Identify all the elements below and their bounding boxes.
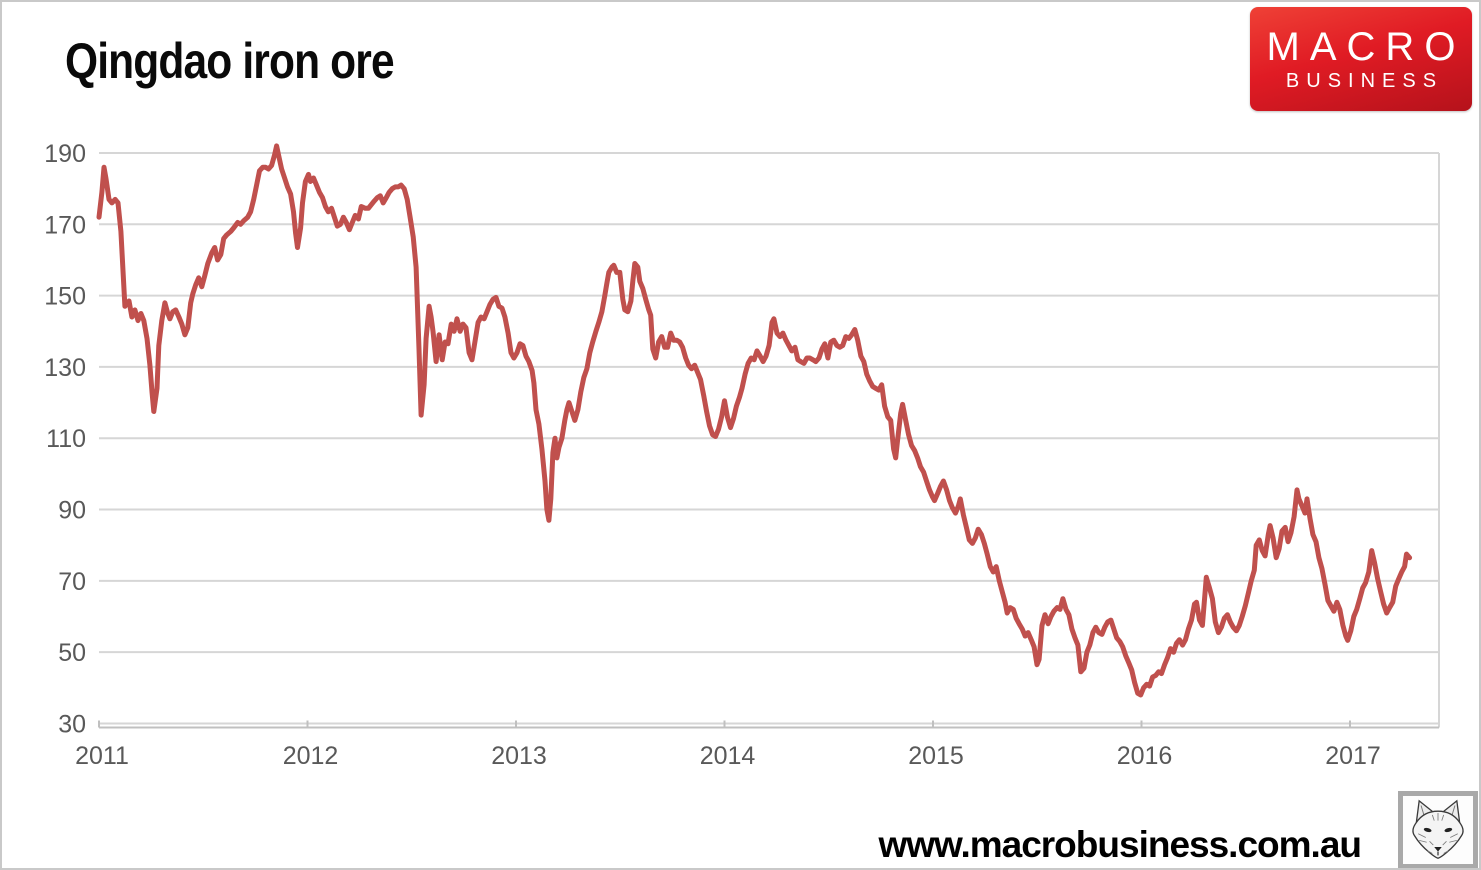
fox-sketch-icon: [1405, 798, 1471, 862]
y-tick-label-170: 170: [44, 211, 86, 239]
y-tick-label-130: 130: [44, 354, 86, 382]
x-tick-label-2012: 2012: [283, 742, 339, 770]
x-tick-label-2014: 2014: [700, 742, 756, 770]
x-tick-label-2013: 2013: [491, 742, 547, 770]
y-tick-label-90: 90: [58, 497, 86, 525]
fox-logo: [1398, 791, 1478, 868]
x-tick-label-2015: 2015: [908, 742, 964, 770]
x-tick-label-2016: 2016: [1117, 742, 1173, 770]
logo-text-business: BUSINESS: [1285, 70, 1444, 92]
y-tick-label-110: 110: [46, 425, 86, 453]
website-watermark: www.macrobusiness.com.au: [878, 824, 1362, 865]
x-tick-label-2011: 2011: [75, 742, 129, 770]
x-tick-label-2017: 2017: [1325, 742, 1381, 770]
page-title: Qingdao iron ore: [65, 33, 395, 89]
y-tick-label-190: 190: [44, 140, 86, 168]
y-tick-label-50: 50: [58, 639, 86, 667]
y-tick-label-30: 30: [58, 710, 86, 738]
macrobusiness-logo: MACRO BUSINESS: [1250, 7, 1472, 111]
price-series-line: [96, 143, 1413, 698]
y-tick-label-70: 70: [58, 568, 86, 596]
y-tick-label-150: 150: [44, 283, 86, 311]
logo-text-macro: MACRO: [1266, 25, 1466, 69]
